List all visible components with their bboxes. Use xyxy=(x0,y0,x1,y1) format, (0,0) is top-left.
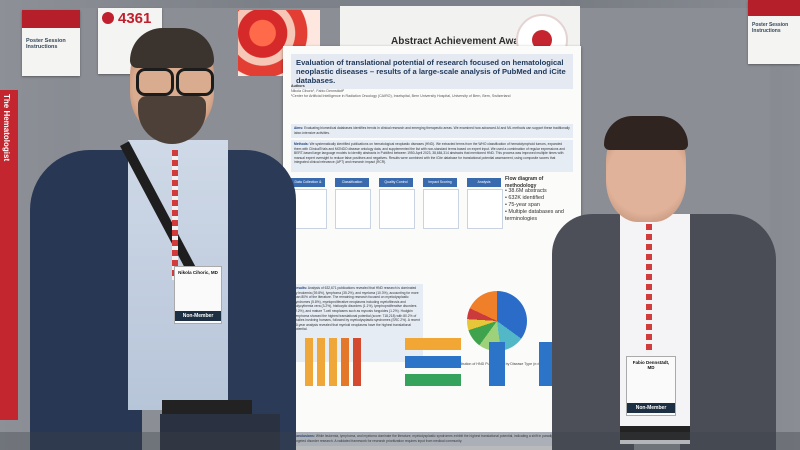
vbar-2 xyxy=(539,342,555,386)
society-dot-icon xyxy=(102,12,114,24)
glasses-lens-left xyxy=(136,68,174,96)
poster-number: 4361 xyxy=(118,10,152,27)
left-person-jacket-left xyxy=(30,150,142,450)
conclusions-label: Conclusions: xyxy=(294,434,315,438)
disease-distribution-pie xyxy=(467,291,527,351)
conclusions-section: Conclusions: While leukemia, lymphoma, a… xyxy=(291,432,573,446)
left-badge-name: Nikola Cihoric, MD xyxy=(178,270,218,275)
bar-3 xyxy=(329,338,337,386)
right-name-badge: Fabio Dennstädt, MD Non-Member xyxy=(626,356,676,416)
left-person-glasses xyxy=(136,68,214,96)
authors-affiliation: ¹Center for Artificial Intelligence in R… xyxy=(291,94,511,98)
flow-diagram-title: Flow diagram of methodology xyxy=(505,176,544,189)
research-poster: Evaluation of translational potential of… xyxy=(283,46,581,450)
authors-names: Nikola Cihoric¹, Fabio Dennstädt² xyxy=(291,89,344,93)
left-banner: The Hematologist xyxy=(0,90,18,420)
sign-title-left: Poster Session Instructions xyxy=(26,38,66,50)
flow-point: • 38.6M abstracts xyxy=(505,188,547,194)
authors-label: Authors xyxy=(291,84,305,88)
results-label: Results: xyxy=(294,286,308,290)
flow-point-text: Multiple databases and terminologies xyxy=(505,209,564,222)
methods-section: Methods: We systematically identified pu… xyxy=(291,140,573,172)
flow-point: • Multiple databases and terminologies xyxy=(505,209,564,222)
left-person-lanyard xyxy=(172,150,178,280)
right-person-hair xyxy=(604,116,688,150)
bar-5 xyxy=(353,338,361,386)
aims-section: Aims: Evaluating biomedical databases id… xyxy=(291,124,573,138)
flow-step-4: Impact Scoring xyxy=(423,178,457,187)
glasses-lens-right xyxy=(176,68,214,96)
floor-shadow xyxy=(0,432,800,450)
right-person-lanyard xyxy=(646,224,652,354)
sign-title-right: Poster Session Instructions xyxy=(752,22,789,34)
left-name-badge: Nikola Cihoric, MD Non-Member xyxy=(174,266,222,324)
methods-text: We systematically identified publication… xyxy=(294,142,565,165)
right-badge-name: Fabio Dennstädt, MD xyxy=(632,360,670,370)
hbar-2 xyxy=(405,356,461,368)
session-instructions-sign-right: Poster Session Instructions xyxy=(748,0,800,64)
flow-detail-5 xyxy=(467,189,503,229)
flow-detail-1 xyxy=(291,189,327,229)
flow-point-text: 632K identified xyxy=(508,195,545,201)
aims-label: Aims: xyxy=(294,126,304,130)
methodology-flowchart: Data Collection & Screening Classificati… xyxy=(291,174,503,274)
flow-step-5: Analysis xyxy=(467,178,501,187)
right-badge-status: Non-Member xyxy=(627,403,675,413)
session-instructions-sign-left: Poster Session Instructions xyxy=(22,10,80,76)
sign-header-right xyxy=(748,0,800,16)
poster-title: Evaluation of translational potential of… xyxy=(291,54,573,89)
right-person-belt xyxy=(620,426,690,440)
left-badge-status: Non-Member xyxy=(175,311,221,321)
conclusions-text: While leukemia, lymphoma, and myeloma do… xyxy=(294,434,567,443)
flow-detail-4 xyxy=(423,189,459,229)
poster-authors: Authors Nikola Cihoric¹, Fabio Dennstädt… xyxy=(291,84,573,99)
aims-text: Evaluating biomedical databases identifi… xyxy=(294,126,570,135)
flow-point: • 632K identified xyxy=(505,195,545,201)
flow-point-text: 38.6M abstracts xyxy=(508,188,547,194)
left-person-belt xyxy=(162,400,252,414)
bar-4 xyxy=(341,338,349,386)
flow-point-text: 75-year span xyxy=(508,202,540,208)
left-banner-text: The Hematologist xyxy=(2,94,11,162)
results-text: Analysis of 632,671 publications reveale… xyxy=(294,286,420,332)
right-person-jacket-right xyxy=(680,214,776,450)
flow-points: • 38.6M abstracts • 632K identified • 75… xyxy=(505,188,575,223)
flow-step-3: Quality Control xyxy=(379,178,413,187)
flow-detail-3 xyxy=(379,189,415,229)
flow-point: • 75-year span xyxy=(505,202,540,208)
bar-1 xyxy=(305,338,313,386)
flow-step-1: Data Collection & Screening xyxy=(291,178,325,193)
award-label: Abstract Achievement Award xyxy=(390,36,529,47)
hbar-1 xyxy=(405,338,461,350)
hbar-3 xyxy=(405,374,461,386)
methods-label: Methods: xyxy=(294,142,309,146)
sign-header xyxy=(22,10,80,28)
bar-2 xyxy=(317,338,325,386)
flow-step-2: Classification xyxy=(335,178,369,187)
vbar-1 xyxy=(489,342,505,386)
left-person-jeans xyxy=(160,414,280,450)
flow-detail-2 xyxy=(335,189,371,229)
left-person-hair xyxy=(130,28,214,68)
